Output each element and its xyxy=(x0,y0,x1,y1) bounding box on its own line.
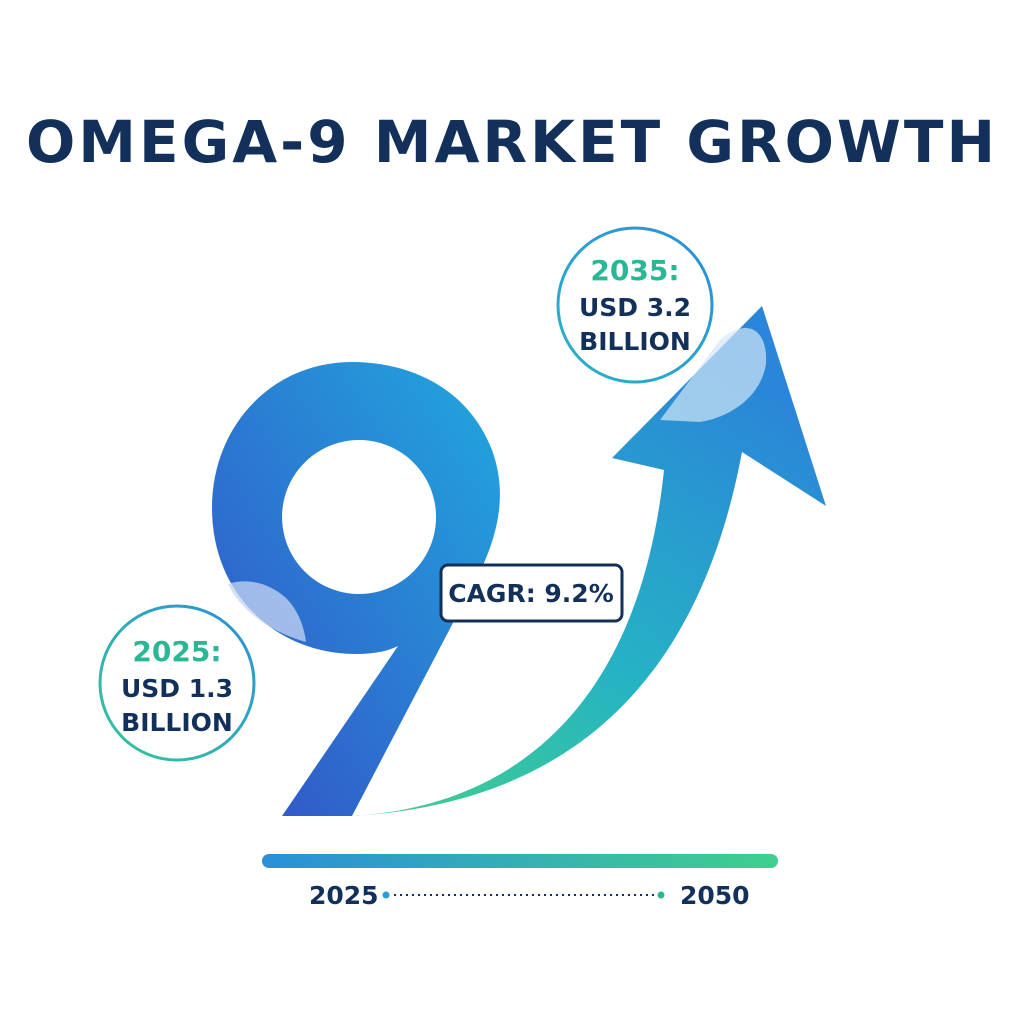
timeline-start-dot xyxy=(382,891,390,899)
timeline-bar xyxy=(262,854,778,868)
bubble-2025-value: USD 1.3 xyxy=(121,674,233,703)
chart-title: OMEGA-9 MARKET GROWTH xyxy=(26,108,998,176)
growth-arrow-icon xyxy=(352,306,826,816)
timeline-end-dot xyxy=(657,891,665,899)
cagr-label: CAGR: 9.2% xyxy=(448,579,614,608)
bubble-2025: 2025: USD 1.3 BILLION xyxy=(98,604,256,762)
bubble-2025-unit: BILLION xyxy=(121,708,233,737)
bubble-2035-value: USD 3.2 xyxy=(579,293,691,322)
bubble-2035-unit: BILLION xyxy=(579,327,691,356)
timeline-end-label: 2050 xyxy=(680,881,750,910)
bubble-2025-year: 2025: xyxy=(132,635,221,668)
bubble-2035-year: 2035: xyxy=(590,254,679,287)
timeline-start-label: 2025 xyxy=(309,881,379,910)
cagr-badge: CAGR: 9.2% xyxy=(439,563,624,623)
bubble-2035: 2035: USD 3.2 BILLION xyxy=(556,226,714,384)
timeline-axis: 2025 2050 xyxy=(309,881,750,910)
nine-numeral-graphic xyxy=(212,362,500,816)
